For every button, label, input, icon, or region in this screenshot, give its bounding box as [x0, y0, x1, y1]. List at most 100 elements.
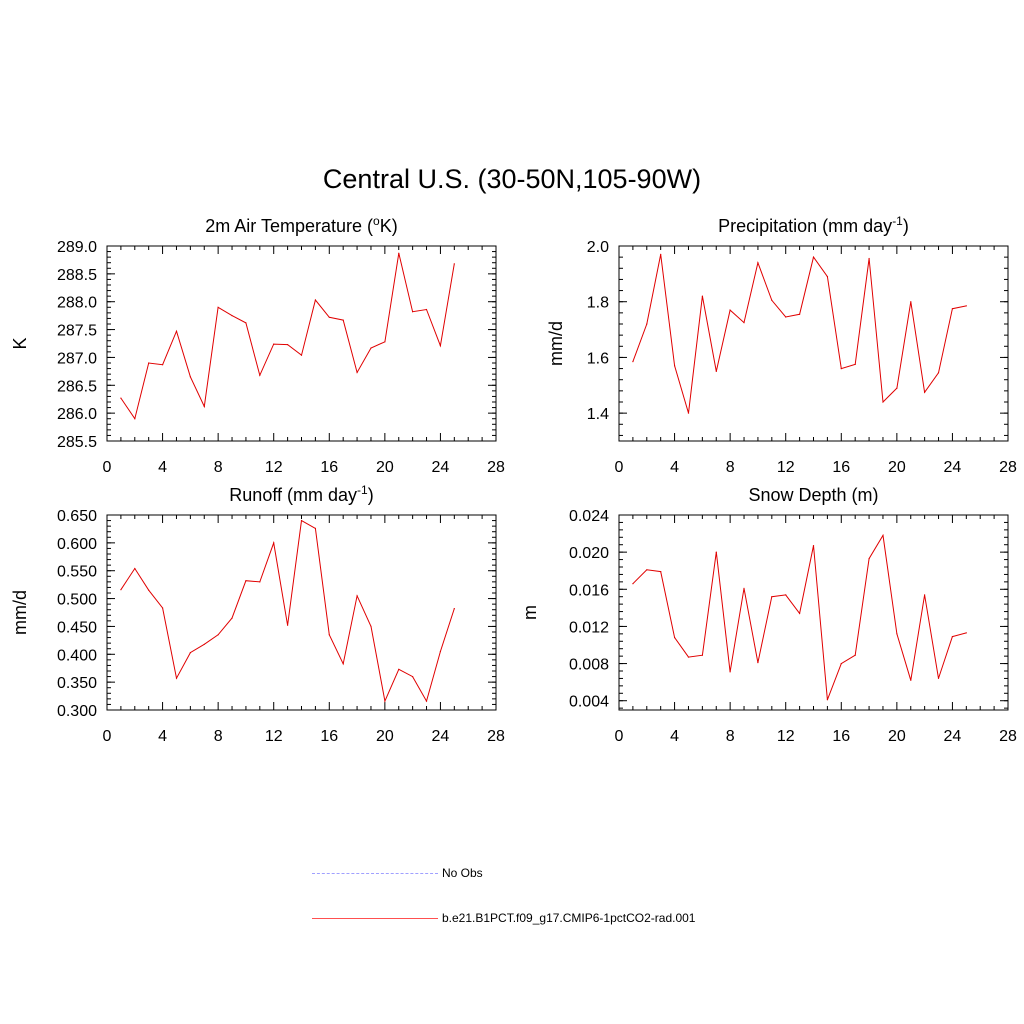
- data-point: [632, 361, 634, 363]
- data-point: [314, 299, 316, 301]
- data-point: [314, 527, 316, 530]
- data-point: [660, 253, 662, 255]
- y-tick-label: 0.650: [57, 508, 97, 525]
- data-point: [785, 316, 787, 318]
- data-point: [398, 252, 400, 254]
- data-point: [120, 589, 122, 591]
- x-tick-label: 12: [777, 459, 795, 476]
- data-point: [453, 608, 455, 610]
- x-tick-label: 0: [103, 728, 112, 745]
- data-point: [175, 677, 178, 679]
- data-point: [660, 571, 662, 573]
- x-tick-label: 12: [265, 459, 283, 476]
- data-point: [231, 315, 233, 317]
- data-point: [439, 650, 441, 653]
- data-point: [162, 607, 164, 609]
- data-point: [646, 569, 648, 571]
- data-point: [687, 412, 690, 414]
- data-point: [896, 387, 898, 389]
- chart-title: Precipitation (mm day-1): [718, 214, 909, 236]
- data-point: [715, 370, 717, 372]
- x-tick-label: 0: [615, 459, 624, 476]
- chart-title: Snow Depth (m): [748, 485, 878, 505]
- y-tick-label: 0.024: [569, 508, 609, 525]
- data-point: [854, 363, 856, 365]
- data-point: [674, 365, 676, 367]
- data-point: [965, 305, 967, 307]
- data-point: [812, 256, 815, 258]
- plot-frame: [106, 245, 497, 442]
- data-point: [217, 306, 219, 308]
- y-tick-label: 285.5: [57, 434, 97, 451]
- series-line: [120, 253, 455, 420]
- data-point: [412, 311, 414, 313]
- series-line: [632, 533, 967, 700]
- data-point: [757, 262, 759, 264]
- plot-frame: [618, 245, 1009, 442]
- y-tick-label: 1.6: [587, 350, 609, 367]
- data-point: [674, 637, 676, 639]
- y-tick-label: 1.8: [587, 295, 609, 312]
- legend-label: No Obs: [442, 866, 483, 880]
- data-point: [868, 558, 870, 560]
- data-point: [826, 699, 829, 701]
- data-point: [425, 700, 428, 702]
- data-point: [245, 580, 247, 582]
- x-tick-label: 28: [999, 728, 1017, 745]
- data-point: [259, 581, 261, 583]
- data-point: [287, 344, 289, 346]
- y-tick-label: 0.012: [569, 619, 609, 636]
- x-tick-label: 16: [832, 728, 850, 745]
- data-point: [840, 368, 842, 370]
- page-title: Central U.S. (30-50N,105-90W): [322, 164, 702, 194]
- data-point: [951, 636, 954, 638]
- legend-line-dashed: [312, 873, 438, 874]
- data-point: [328, 316, 330, 318]
- data-point: [882, 534, 884, 537]
- y-tick-label: 0.450: [57, 619, 97, 636]
- x-tick-label: 16: [832, 459, 850, 476]
- data-point: [965, 632, 967, 634]
- y-tick-label: 0.016: [569, 582, 609, 599]
- data-point: [356, 371, 358, 374]
- series-line: [632, 254, 967, 414]
- plot-frame: [106, 514, 497, 711]
- x-tick-label: 28: [487, 728, 505, 745]
- x-tick-label: 4: [670, 728, 679, 745]
- x-tick-label: 24: [944, 728, 962, 745]
- x-tick-label: 0: [103, 459, 112, 476]
- data-point: [937, 372, 940, 374]
- x-tick-label: 8: [214, 728, 223, 745]
- data-point: [854, 654, 856, 656]
- data-point: [342, 663, 344, 665]
- data-point: [453, 263, 455, 265]
- data-point: [868, 257, 870, 260]
- y-tick-label: 0.020: [569, 545, 609, 562]
- y-tick-label: 286.5: [57, 378, 97, 395]
- x-tick-label: 8: [726, 728, 735, 745]
- x-tick-label: 28: [999, 459, 1017, 476]
- y-tick-label: 0.600: [57, 536, 97, 553]
- data-point: [273, 343, 275, 345]
- data-point: [951, 308, 954, 310]
- y-tick-label: 288.5: [57, 267, 97, 284]
- data-point: [300, 520, 303, 522]
- data-point: [646, 323, 648, 325]
- data-point: [134, 567, 136, 570]
- y-tick-label: 0.400: [57, 647, 97, 664]
- y-axis-label: mm/d: [10, 590, 30, 635]
- data-point: [287, 624, 289, 626]
- data-point: [412, 676, 414, 678]
- data-point: [259, 374, 261, 376]
- data-point: [370, 625, 372, 628]
- data-point: [729, 671, 731, 673]
- data-point: [701, 295, 704, 297]
- x-tick-label: 20: [376, 459, 394, 476]
- data-point: [715, 551, 717, 553]
- data-point: [356, 595, 358, 597]
- data-point: [924, 594, 926, 596]
- y-axis-label: m: [520, 605, 540, 620]
- data-point: [743, 322, 745, 324]
- data-point: [799, 612, 801, 615]
- x-tick-label: 20: [376, 728, 394, 745]
